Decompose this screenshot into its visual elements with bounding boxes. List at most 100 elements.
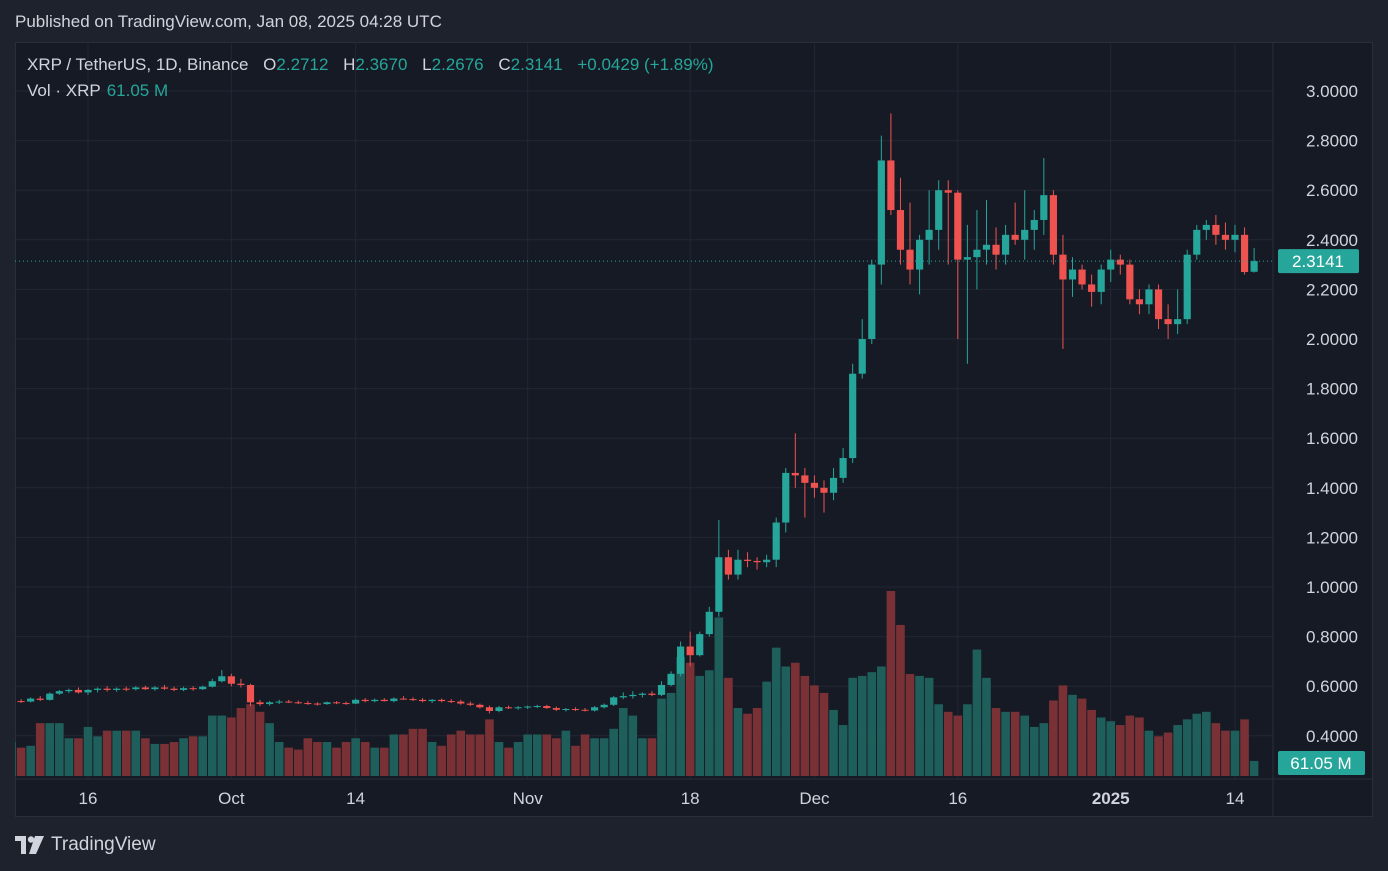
candle-body <box>84 689 92 693</box>
candle-body <box>915 239 924 270</box>
candle-body <box>313 703 321 705</box>
volume-bar <box>857 675 867 776</box>
candle-body <box>361 699 369 702</box>
volume-bar <box>160 743 169 776</box>
candle-body <box>648 693 656 695</box>
candle-body <box>1183 254 1191 320</box>
volume-bar <box>456 730 466 776</box>
candle-body <box>1154 289 1163 320</box>
candle-body <box>36 698 44 700</box>
volume-label[interactable]: Vol · XRP <box>27 81 101 100</box>
volume-bar <box>351 738 360 776</box>
candle-body <box>323 702 331 705</box>
volume-bar <box>150 743 160 776</box>
volume-bar <box>590 738 599 776</box>
price-axis[interactable]: 3.0000 2.8000 2.6000 2.4000 2.2000 2.0000 1.80… <box>1306 82 1358 746</box>
candle-body <box>1193 229 1201 255</box>
close-value: 2.3141 <box>510 55 563 74</box>
candle-body <box>552 708 560 710</box>
candle-body <box>581 709 589 711</box>
candle-body <box>1221 234 1230 240</box>
volume-bar <box>389 734 399 776</box>
candle-body <box>1240 234 1249 273</box>
volume-bar <box>102 730 112 776</box>
volume-bar <box>1096 717 1106 776</box>
volume-bar <box>16 747 26 776</box>
candle-body <box>218 676 226 682</box>
volume-bar <box>791 662 800 776</box>
volume-bar <box>819 692 829 776</box>
volume-bar <box>628 715 638 776</box>
volume-bar <box>332 747 341 776</box>
candle-body <box>1097 269 1105 292</box>
candle-body <box>801 475 809 483</box>
candle-body <box>495 707 503 711</box>
candle-body <box>973 249 981 258</box>
candle-body <box>504 707 513 709</box>
candle-body <box>342 703 350 705</box>
volume-bar <box>188 736 198 776</box>
candle-body <box>763 559 771 563</box>
candle-body <box>266 702 274 705</box>
volume-bar <box>1058 685 1068 776</box>
time-tick-label: 16 <box>948 789 967 808</box>
volume-bar <box>704 670 714 776</box>
candle-body <box>696 634 704 656</box>
candle-body <box>734 559 742 575</box>
volume-bar <box>867 672 877 776</box>
time-axis[interactable]: 16 Oct 14 Nov 18 Dec 16 2025 14 <box>79 789 1245 808</box>
candle-body <box>208 681 216 687</box>
symbol-label[interactable]: XRP / TetherUS, 1D, Binance <box>27 55 249 74</box>
tradingview-logo-icon <box>15 836 44 854</box>
volume-bar <box>131 730 141 776</box>
candle-body <box>466 703 474 705</box>
candle-body <box>93 688 102 690</box>
volume-bar <box>179 738 188 776</box>
volume-bar <box>972 649 982 776</box>
candle-body <box>285 701 293 703</box>
candle-body <box>571 709 580 711</box>
candle-body <box>27 698 35 702</box>
volume-legend: Vol · XRP 61.05 M <box>27 81 168 101</box>
low-value: 2.2676 <box>431 55 484 74</box>
candle-body <box>189 688 197 690</box>
volume-bar <box>1106 721 1116 776</box>
candle-body <box>457 701 465 704</box>
volume-bar <box>599 738 609 776</box>
volume-bar <box>45 723 55 776</box>
candle-body <box>304 703 312 705</box>
candle-body <box>849 373 857 459</box>
volume-bar <box>810 685 819 776</box>
volume-bar <box>466 734 475 776</box>
last-volume-badge <box>1278 751 1365 775</box>
candle-body <box>829 477 838 493</box>
volume-bar <box>1125 715 1135 776</box>
volume-bar <box>1240 719 1249 776</box>
volume-bar <box>494 742 504 776</box>
price-tick-label: 2.4000 <box>1306 231 1358 250</box>
volume-bar <box>303 738 313 776</box>
candle-body <box>17 701 25 703</box>
volume-bar <box>475 734 485 776</box>
candle-body <box>371 699 379 702</box>
candle-body <box>686 646 694 656</box>
candle-body <box>868 264 876 339</box>
candle-body <box>1068 269 1077 280</box>
candle-body <box>543 706 551 709</box>
candle-body <box>1002 234 1010 255</box>
candle-body <box>896 210 905 250</box>
candle-body <box>791 472 799 476</box>
candle-body <box>524 706 532 708</box>
candle-body <box>399 698 408 700</box>
volume-bar <box>561 730 571 776</box>
price-chart[interactable]: 3.0000 2.8000 2.6000 2.4000 2.2000 2.0000 1.80… <box>15 42 1373 817</box>
volume-bar <box>485 719 494 776</box>
volume-bar <box>982 677 991 776</box>
axis-badges: 2.3141 61.05 M <box>1278 249 1365 775</box>
volume-bar <box>1192 713 1202 776</box>
candle-body <box>839 458 847 478</box>
tradingview-logo[interactable]: TradingView <box>15 834 156 856</box>
candle-body <box>629 694 637 697</box>
volume-bar <box>1163 732 1173 776</box>
volume-bar <box>1173 725 1182 776</box>
